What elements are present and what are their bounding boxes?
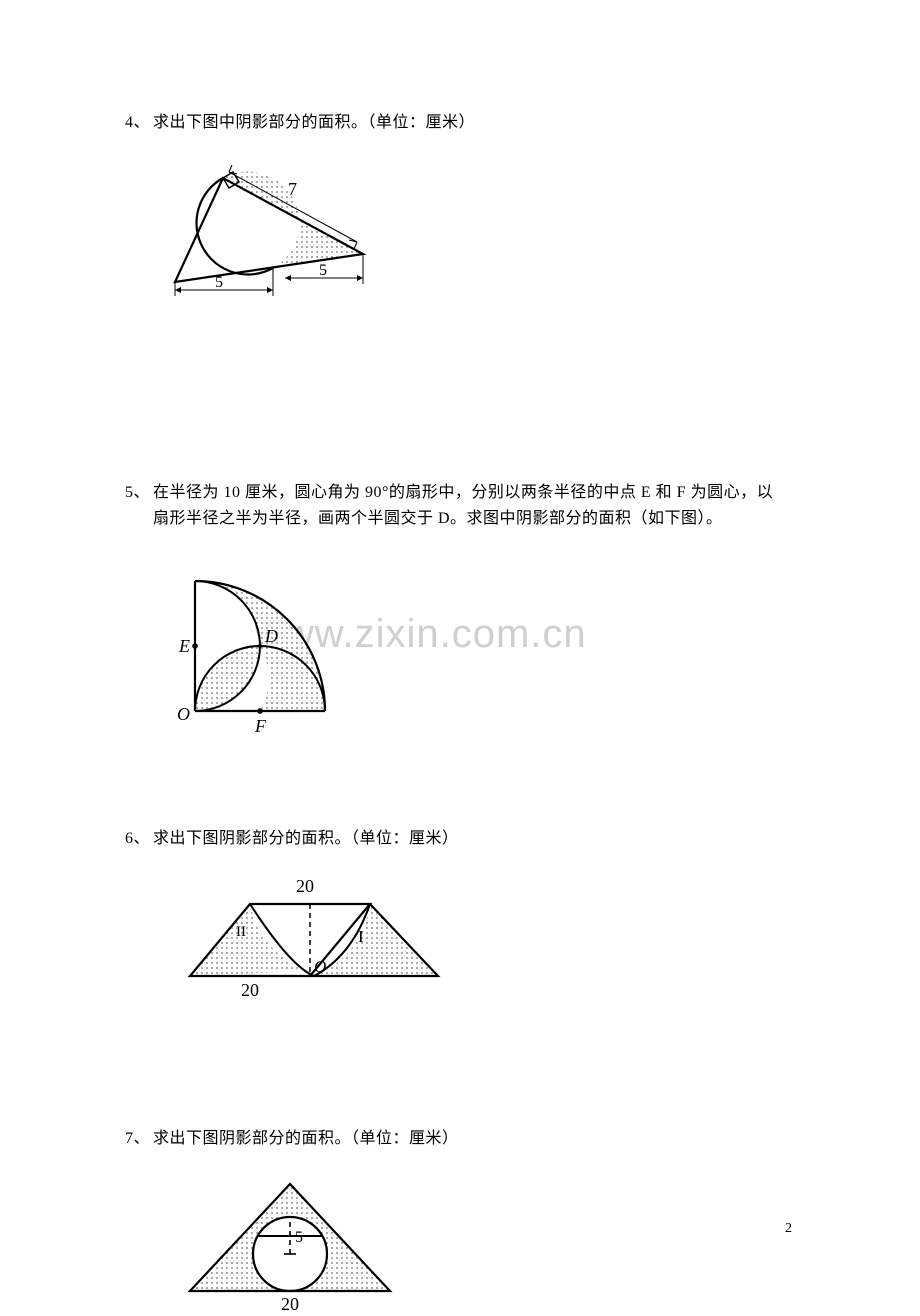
problem-7-body: 求出下图阴影部分的面积。（单位：厘米） — [153, 1130, 459, 1147]
problem-4: 4、求出下图中阴影部分的面积。（单位：厘米） — [125, 110, 805, 300]
problem-6-body: 求出下图阴影部分的面积。（单位：厘米） — [153, 830, 459, 847]
problem-5-text1: 5、在半径为 10 厘米，圆心角为 90°的扇形中，分别以两条半径的中点 E 和… — [125, 480, 805, 506]
problem-4-body: 求出下图中阴影部分的面积。（单位：厘米） — [153, 114, 475, 131]
page-content: 4、求出下图中阴影部分的面积。（单位：厘米） — [125, 110, 805, 1316]
problem-6-figure: 20 20 O I II — [180, 866, 805, 1006]
p4-label-5b: 5 — [319, 262, 327, 279]
p4-label-5a: 5 — [215, 274, 223, 291]
p5-label-O: O — [177, 704, 190, 724]
problem-6-number: 6、 — [125, 826, 153, 852]
p6-label-I: I — [358, 927, 364, 946]
p6-label-bottom: 20 — [241, 980, 259, 1000]
p6-label-II: II — [236, 924, 246, 940]
problem-5-body1: 在半径为 10 厘米，圆心角为 90°的扇形中，分别以两条半径的中点 E 和 F… — [153, 484, 773, 501]
p4-label-7: 7 — [288, 179, 297, 199]
problem-5-body2: 扇形半径之半为半径，画两个半圆交于 D。求图中阴影部分的面积（如下图）。 — [153, 510, 723, 527]
problem-6: 6、求出下图阴影部分的面积。（单位：厘米） — [125, 826, 805, 1006]
problem-6-text: 6、求出下图阴影部分的面积。（单位：厘米） — [125, 826, 805, 852]
problem-7-text: 7、求出下图阴影部分的面积。（单位：厘米） — [125, 1126, 805, 1152]
problem-4-text: 4、求出下图中阴影部分的面积。（单位：厘米） — [125, 110, 805, 136]
p7-label-base: 20 — [281, 1294, 299, 1314]
problem-5: 5、在半径为 10 厘米，圆心角为 90°的扇形中，分别以两条半径的中点 E 和… — [125, 480, 805, 736]
problem-5-figure: E D O F — [165, 546, 805, 736]
p5-label-F: F — [254, 716, 267, 736]
p7-label-r: 5 — [295, 1229, 303, 1246]
problem-5-number: 5、 — [125, 480, 153, 506]
p5-label-E: E — [178, 636, 190, 656]
problem-5-text2: 扇形半径之半为半径，画两个半圆交于 D。求图中阴影部分的面积（如下图）。 — [153, 506, 805, 532]
p6-label-top: 20 — [296, 876, 314, 896]
p6-label-O: O — [314, 957, 326, 976]
page-number: 2 — [785, 1221, 792, 1237]
problem-7-figure: 5 20 — [175, 1166, 805, 1316]
p5-label-D: D — [264, 626, 278, 646]
problem-4-number: 4、 — [125, 110, 153, 136]
problem-7: 7、求出下图阴影部分的面积。（单位：厘米） 5 20 — [125, 1126, 805, 1316]
problem-4-figure: 7 5 5 — [165, 150, 805, 300]
problem-7-number: 7、 — [125, 1126, 153, 1152]
